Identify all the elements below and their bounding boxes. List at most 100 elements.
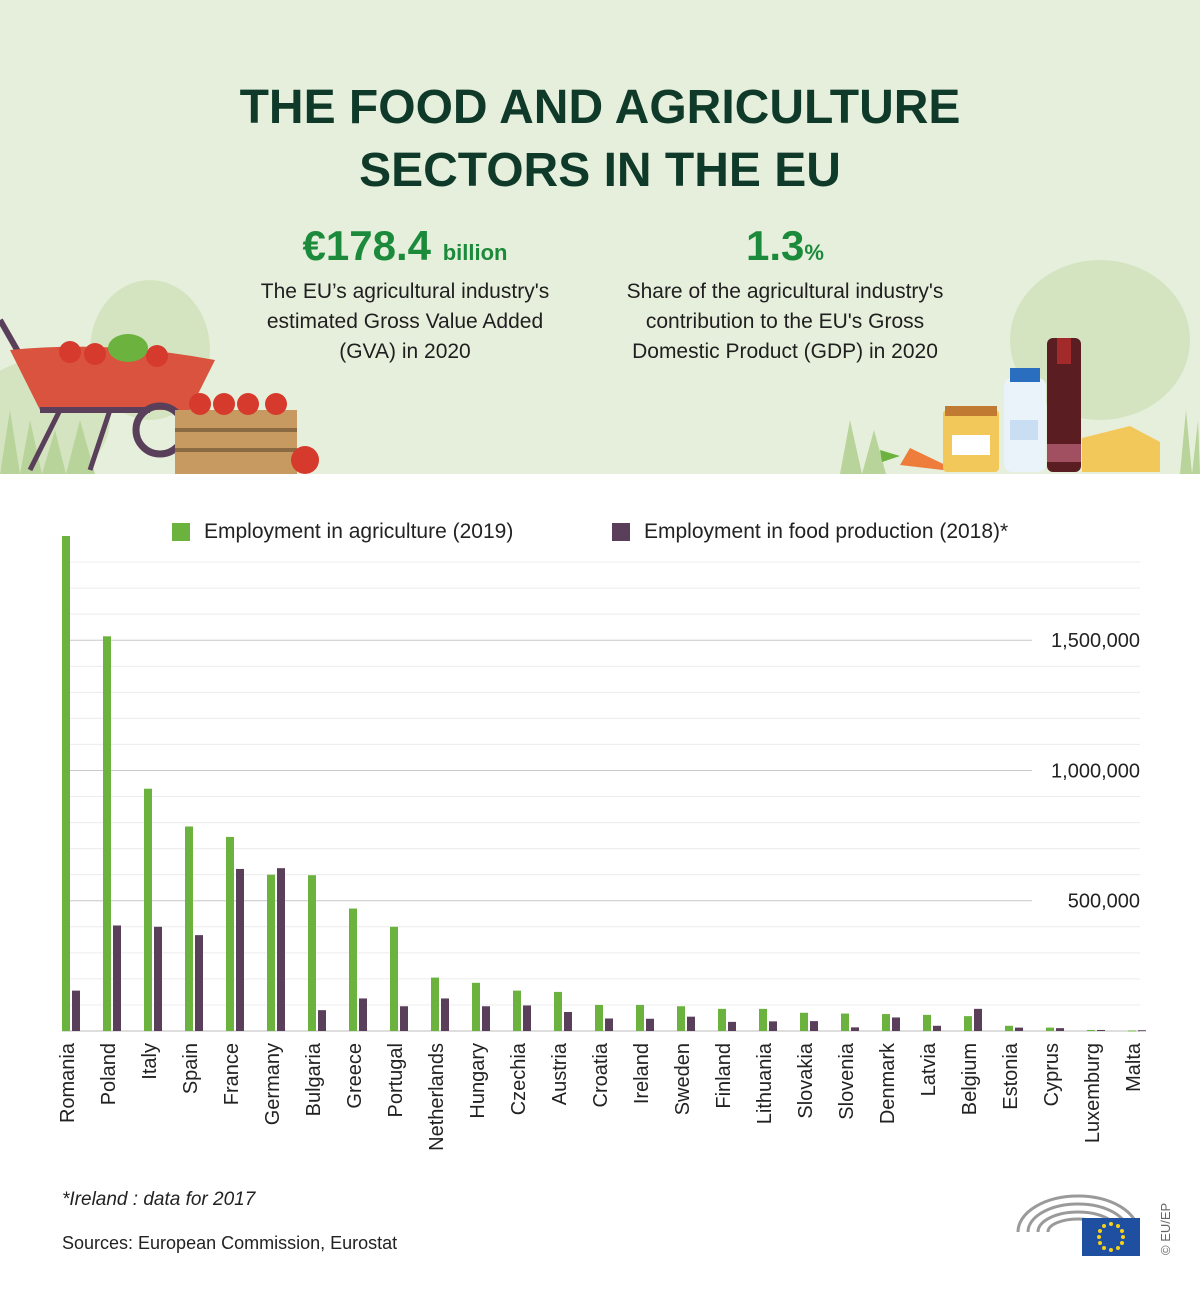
x-tick-label: Cyprus [1041, 1043, 1063, 1106]
x-tick-label: Portugal [385, 1043, 407, 1118]
x-tick-label: Slovakia [795, 1042, 817, 1118]
x-tick-label: Estonia [1000, 1042, 1022, 1110]
x-tick-label: Croatia [590, 1042, 612, 1107]
legend-swatch-food [612, 523, 630, 541]
legend-item-food: Employment in food production (2018)* [612, 520, 1008, 544]
bar-agriculture-netherlands [431, 977, 439, 1031]
gva-stat: €178.4 billion The EU’s agricultural ind… [225, 222, 585, 367]
x-tick-label: Malta [1123, 1042, 1145, 1092]
bar-agriculture-portugal [390, 926, 398, 1031]
bar-food-hungary [482, 1006, 490, 1031]
gva-value: €178.4 billion [225, 222, 585, 277]
bar-agriculture-malta [1128, 1030, 1136, 1032]
gdp-desc-line2: contribution to the EU's Gross [645, 310, 925, 333]
gdp-stat: 1.3% Share of the agricultural industry'… [605, 222, 965, 367]
y-tick-label: 1,000,000 [1051, 760, 1140, 782]
page-title-line1: THE FOOD AND AGRICULTURE [239, 81, 961, 134]
bar-food-lithuania [769, 1021, 777, 1031]
bar-food-germany [277, 868, 285, 1031]
bar-agriculture-greece [349, 908, 357, 1031]
legend-label-food: Employment in food production (2018)* [644, 520, 1009, 543]
gva-desc-line3: (GVA) in 2020 [339, 340, 471, 363]
groceries-illustration [840, 260, 1200, 474]
bar-food-portugal [400, 1006, 408, 1031]
header-banner: THE FOOD AND AGRICULTURE SECTORS IN THE … [0, 0, 1200, 474]
bar-agriculture-cyprus [1046, 1027, 1054, 1031]
bar-food-cyprus [1056, 1028, 1064, 1031]
bar-agriculture-sweden [677, 1006, 685, 1031]
bar-agriculture-slovakia [800, 1012, 808, 1031]
bar-food-denmark [892, 1017, 900, 1031]
bar-food-luxemburg [1097, 1029, 1105, 1031]
x-tick-label: Ireland [631, 1043, 653, 1104]
bar-agriculture-spain [185, 826, 193, 1031]
gdp-desc-line3: Domestic Product (GDP) in 2020 [632, 340, 938, 363]
x-tick-label: France [221, 1043, 243, 1105]
bar-agriculture-czechia [513, 990, 521, 1031]
gva-desc-line2: estimated Gross Value Added [266, 310, 544, 333]
bar-agriculture-poland [103, 636, 111, 1031]
x-tick-label: Austria [549, 1042, 571, 1105]
bar-agriculture-bulgaria [308, 875, 316, 1031]
x-tick-label: Bulgaria [303, 1042, 325, 1116]
x-tick-label: Luxemburg [1082, 1043, 1104, 1143]
bar-food-netherlands [441, 998, 449, 1031]
gva-amount: €178.4 [302, 222, 432, 269]
x-tick-label: Italy [139, 1043, 161, 1080]
bar-food-finland [728, 1021, 736, 1031]
bar-food-ireland [646, 1018, 654, 1031]
x-tick-label: Slovenia [836, 1042, 858, 1120]
bar-agriculture-lithuania [759, 1008, 767, 1031]
gdp-value: 1.3% [605, 222, 965, 277]
bar-agriculture-hungary [472, 982, 480, 1031]
bar-food-romania [72, 990, 80, 1031]
gdp-desc-line1: Share of the agricultural industry's [626, 280, 944, 303]
x-tick-label: Denmark [877, 1042, 899, 1124]
bar-food-belgium [974, 1008, 982, 1031]
bar-food-czechia [523, 1005, 531, 1031]
bar-agriculture-belgium [964, 1016, 972, 1031]
bar-agriculture-france [226, 836, 234, 1031]
bar-food-malta [1138, 1030, 1146, 1032]
x-tick-label: Belgium [959, 1043, 981, 1115]
european-parliament-logo [1016, 1194, 1140, 1256]
bar-food-bulgaria [318, 1010, 326, 1031]
bar-food-greece [359, 998, 367, 1031]
page-title-line2: SECTORS IN THE EU [359, 144, 841, 197]
bar-agriculture-latvia [923, 1014, 931, 1031]
wheelbarrow-illustration [0, 280, 319, 474]
bar-agriculture-austria [554, 991, 562, 1031]
bar-food-latvia [933, 1025, 941, 1031]
bar-food-poland [113, 925, 121, 1031]
bar-agriculture-germany [267, 874, 275, 1031]
x-tick-label: Poland [98, 1043, 120, 1105]
gdp-amount: 1.3 [746, 222, 805, 269]
bar-agriculture-finland [718, 1008, 726, 1031]
bar-agriculture-slovenia [841, 1013, 849, 1031]
gdp-unit: % [804, 240, 824, 265]
copyright-credit: © EU/EP [1158, 1202, 1173, 1255]
bar-agriculture-ireland [636, 1004, 644, 1031]
x-tick-label: Germany [262, 1043, 284, 1125]
x-tick-label: Sweden [672, 1043, 694, 1115]
bar-agriculture-croatia [595, 1004, 603, 1031]
x-tick-label: Czechia [508, 1042, 530, 1115]
x-tick-label: Hungary [467, 1043, 489, 1119]
bar-food-slovakia [810, 1021, 818, 1031]
bar-agriculture-estonia [1005, 1025, 1013, 1031]
gva-unit: billion [442, 240, 508, 265]
bar-agriculture-luxemburg [1087, 1029, 1095, 1031]
x-tick-label: Romania [57, 1042, 79, 1123]
x-tick-label: Finland [713, 1043, 735, 1109]
bar-agriculture-italy [144, 788, 152, 1031]
x-tick-label: Spain [180, 1043, 202, 1094]
legend-label-agriculture: Employment in agriculture (2019) [204, 520, 514, 543]
legend-item-agriculture: Employment in agriculture (2019) [172, 520, 513, 544]
bar-agriculture-denmark [882, 1014, 890, 1031]
footnote: *Ireland : data for 2017 [62, 1189, 256, 1210]
bar-food-france [236, 868, 244, 1031]
y-tick-label: 500,000 [1068, 891, 1140, 913]
x-tick-label: Greece [344, 1043, 366, 1109]
x-tick-label: Latvia [918, 1042, 940, 1096]
sources: Sources: European Commission, Eurostat [62, 1233, 398, 1253]
